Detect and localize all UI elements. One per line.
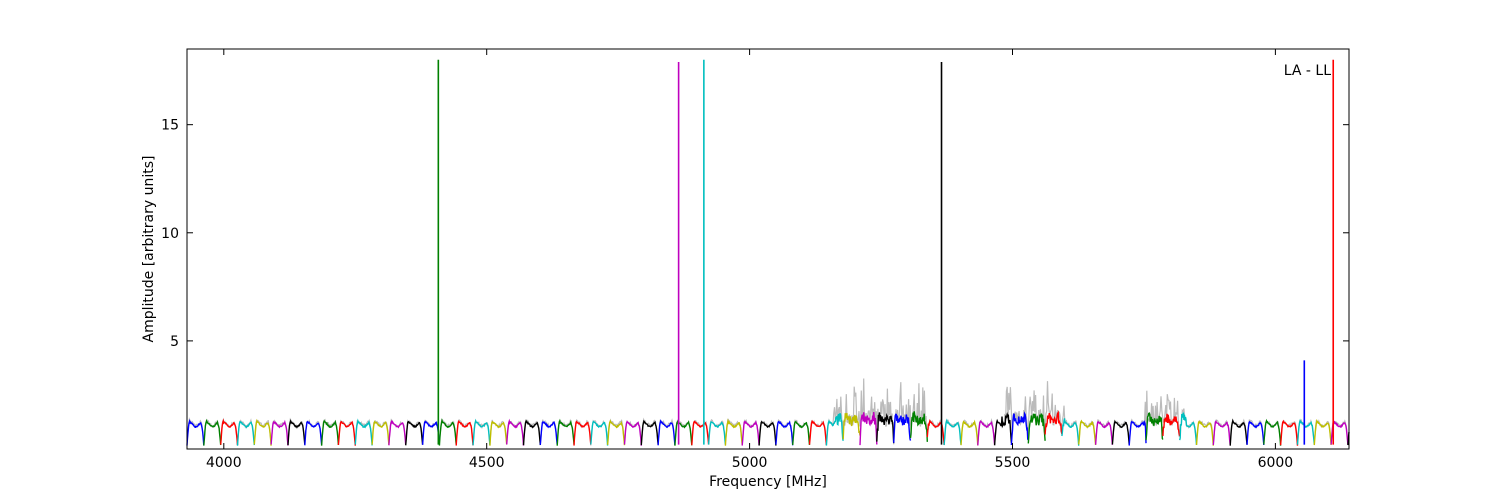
spectral-band [1010, 411, 1029, 446]
spectral-band [1279, 419, 1299, 446]
spectral-band [943, 418, 962, 446]
spectral-band [438, 417, 457, 446]
spectral-band [253, 418, 272, 446]
spectral-band [1195, 420, 1214, 446]
spectral-band [657, 419, 676, 446]
spectral-band [724, 418, 743, 446]
spectral-band [876, 412, 895, 444]
spectral-band [573, 420, 592, 446]
spectral-band [808, 419, 828, 446]
spectral-band [1094, 420, 1114, 445]
background-trace-layer [186, 378, 1350, 446]
spectral-band [1162, 413, 1181, 437]
spectral-band [909, 411, 928, 442]
background-trace [186, 378, 1350, 446]
x-tick-label: 5000 [732, 455, 768, 471]
x-tick-label: 4000 [206, 455, 242, 471]
spectral-band [606, 419, 626, 446]
spectral-band [775, 420, 794, 446]
spectral-band [539, 420, 558, 445]
spectral-band [842, 412, 861, 440]
spectral-band [270, 419, 289, 446]
spectral-band [186, 418, 205, 446]
spectral-band [623, 420, 642, 446]
panel-annotation: LA - LL [1284, 63, 1331, 79]
spectral-band [674, 420, 693, 446]
spectral-band [859, 412, 878, 446]
spectral-band [691, 420, 710, 446]
spectral-band [506, 418, 525, 446]
spectral-band [893, 413, 912, 443]
spectral-band [472, 418, 491, 446]
spectral-band [1229, 418, 1248, 446]
spectral-band [1296, 418, 1315, 445]
spectral-band [825, 412, 844, 446]
spectral-band [1246, 420, 1265, 446]
x-tick-label: 4500 [469, 455, 505, 471]
spectral-band [590, 420, 609, 446]
spectral-band [1044, 410, 1063, 435]
spectral-band [421, 420, 441, 445]
spectral-band [304, 420, 323, 446]
y-tick-label: 15 [161, 118, 179, 134]
spectral-band [522, 419, 541, 446]
spectral-band [741, 420, 760, 446]
y-tick-label: 10 [161, 226, 179, 242]
spectral-band [792, 421, 811, 446]
spectral-band [1027, 413, 1046, 444]
spectral-band [1061, 418, 1080, 446]
spectral-band [1145, 411, 1164, 441]
spike-layer [437, 59, 1335, 445]
spectral-band [1179, 412, 1198, 445]
spectral-band [556, 418, 575, 446]
y-axis-ticks: 5 10 15 [161, 118, 1349, 350]
spectral-band [960, 419, 979, 446]
spectral-band [371, 420, 390, 445]
spectral-band [236, 420, 255, 446]
y-tick-label: 5 [170, 334, 179, 350]
spectral-band [707, 420, 727, 445]
spectral-band [220, 418, 239, 446]
spectral-band [977, 420, 996, 446]
spectral-band [337, 420, 356, 446]
plot-frame [186, 48, 1350, 450]
x-tick-label: 6000 [1258, 455, 1294, 471]
spectral-band [405, 420, 424, 446]
spectral-band [1263, 418, 1282, 446]
spectral-band [1128, 420, 1147, 446]
spectral-band [1313, 418, 1332, 446]
spectral-band [203, 418, 222, 446]
spectral-band [993, 412, 1013, 446]
spectral-band [287, 418, 306, 446]
spectral-bands-layer [186, 410, 1350, 446]
spectral-band [1212, 420, 1231, 446]
spectral-band [489, 420, 508, 446]
x-tick-label: 5500 [995, 455, 1031, 471]
spectral-band [758, 420, 777, 446]
spectral-band [1078, 419, 1097, 446]
spectral-band [455, 419, 474, 446]
x-axis-ticks: 4000 4500 5000 5500 6000 [206, 49, 1293, 471]
y-axis-label: Amplitude [arbitrary units] [141, 156, 157, 343]
spectral-band [1111, 419, 1130, 445]
spectral-band [388, 419, 407, 446]
x-axis-label: Frequency [MHz] [709, 474, 827, 490]
spectral-band [640, 419, 659, 446]
spectral-band [354, 418, 373, 446]
spectral-band [320, 419, 340, 446]
